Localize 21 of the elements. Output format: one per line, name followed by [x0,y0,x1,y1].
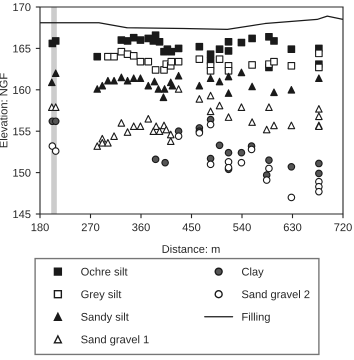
x-tick-label: 360 [132,223,150,232]
legend-label: Grey silt [81,290,122,300]
legend-label: Sandy silt [81,312,129,323]
y-tick-label: 145 [13,210,31,218]
legend-label: Filling [242,312,270,323]
y-tick-label: 165 [13,44,31,53]
x-tick-label: 720 [334,223,352,232]
y-tick-label: 160 [13,86,31,94]
x-tick-label: 450 [182,223,200,232]
legend-label: Ochre silt [81,267,128,276]
legend-label: Clay [242,267,264,278]
y-tick-label: 150 [13,168,31,177]
x-tick-label: 180 [32,223,49,232]
x-axis-title: Distance: m [162,244,220,253]
x-tick-label: 540 [233,223,251,232]
x-tick-label: 630 [284,223,302,232]
y-tick-label: 155 [13,128,31,136]
legend-label: Sand gravel 1 [81,335,149,346]
y-tick-label: 170 [13,3,31,12]
legend-label: Sand gravel 2 [242,290,310,300]
x-tick-label: 270 [82,223,100,232]
